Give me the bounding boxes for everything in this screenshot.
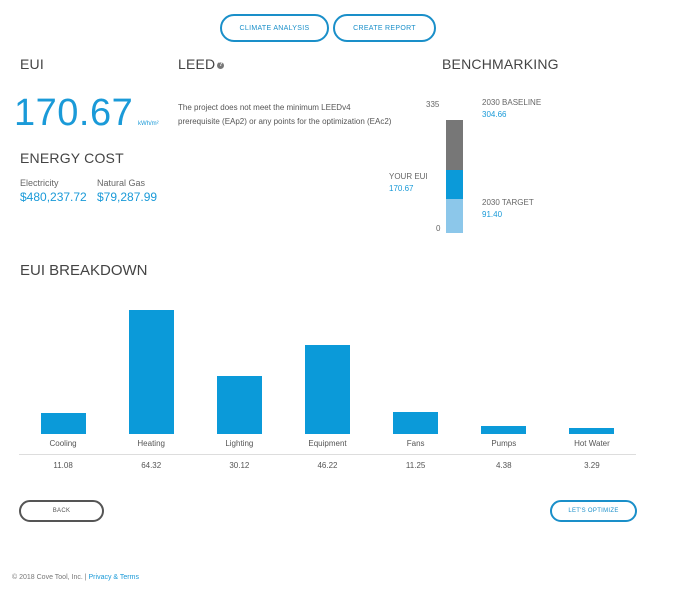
value-label: 11.25	[405, 461, 426, 470]
bar-lighting	[216, 375, 262, 434]
create-report-button[interactable]: CREATE REPORT	[333, 14, 436, 42]
climate-analysis-button[interactable]: CLIMATE ANALYSIS	[220, 14, 329, 42]
benchmark-your-eui-segment	[446, 169, 463, 200]
eui-breakdown-chart	[19, 300, 636, 434]
bar-heating	[128, 310, 174, 434]
target-value: 91.40	[482, 210, 503, 219]
natural-gas-value: $79,287.99	[97, 190, 158, 204]
category-label: Heating	[137, 439, 165, 448]
eui-breakdown-heading: EUI BREAKDOWN	[20, 262, 148, 279]
value-label: 11.08	[53, 461, 73, 470]
value-label: 64.32	[141, 461, 162, 470]
copyright-text: © 2018 Cove Tool, Inc. |	[12, 574, 87, 581]
privacy-terms-link[interactable]: Privacy & Terms	[88, 574, 139, 581]
baseline-label: 2030 BASELINE	[482, 98, 542, 107]
benchmark-baseline-segment	[446, 120, 463, 170]
lets-optimize-button[interactable]: LET'S OPTIMIZE	[550, 500, 637, 522]
category-label: Pumps	[491, 439, 517, 448]
value-label: 3.29	[584, 461, 600, 470]
value-label: 30.12	[229, 461, 250, 470]
eui-value: 170.67	[14, 92, 134, 134]
value-label: 4.38	[495, 461, 512, 470]
eui-unit: kWh/m²	[138, 121, 159, 127]
benchmark-axis-min: 0	[436, 224, 441, 233]
energy-cost-heading: ENERGY COST	[20, 150, 124, 166]
back-button[interactable]: BACK	[19, 500, 104, 522]
category-label: Cooling	[49, 439, 77, 448]
benchmark-target-segment	[446, 199, 463, 233]
bar-cooling	[40, 412, 86, 434]
natural-gas-label: Natural Gas	[97, 178, 146, 188]
footer-text: © 2018 Cove Tool, Inc. | Privacy & Terms	[12, 574, 139, 581]
your-eui-value: 170.67	[389, 184, 414, 193]
electricity-label: Electricity	[20, 178, 59, 188]
value-label: 46.22	[317, 461, 338, 470]
benchmark-bar	[446, 109, 463, 233]
bar-fans	[393, 412, 439, 434]
benchmark-axis-max: 335	[426, 100, 440, 109]
bar-pumps	[481, 425, 527, 434]
category-label: Equipment	[308, 439, 347, 448]
category-label: Lighting	[225, 439, 254, 448]
baseline-value: 304.66	[482, 110, 507, 119]
eui-breakdown-labels: Cooling 11.08 Heating 64.32 Lighting 30.12 Equ…	[19, 436, 636, 476]
chart-divider	[19, 454, 636, 455]
bar-hot-water	[569, 427, 615, 434]
electricity-value: $480,237.72	[20, 190, 87, 204]
leed-message: The project does not meet the minimum LE…	[178, 103, 392, 126]
leed-heading: LEED?	[178, 56, 225, 72]
category-label: Hot Water	[574, 439, 610, 448]
eui-heading: EUI	[20, 56, 44, 72]
benchmarking-heading: BENCHMARKING	[442, 56, 559, 72]
category-label: Fans	[406, 439, 425, 448]
info-icon[interactable]: ?	[217, 61, 225, 69]
your-eui-label: YOUR EUI	[389, 172, 428, 181]
leed-heading-text: LEED	[178, 56, 216, 72]
target-label: 2030 TARGET	[482, 198, 534, 207]
bar-equipment	[305, 344, 350, 434]
